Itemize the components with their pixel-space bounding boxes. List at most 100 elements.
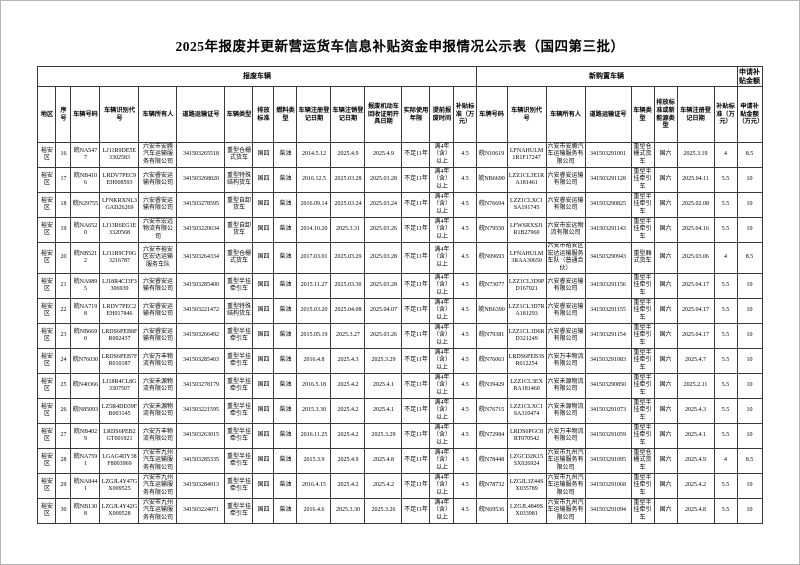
cell-new-owner: 六安市九州汽车运输服务有限公司 [545,448,586,474]
col-header-seq: 序号 [55,86,72,143]
cell-old-type: 重型特殊结构货车 [224,298,254,324]
cell-usage: 不足11年 [401,348,431,374]
cell-old-reg: 2015.3.30 [296,398,332,424]
cell-old-subsidy: 4.5 [453,398,477,424]
cell-apply-amount: 8.5 [736,142,763,168]
cell-new-emission: 国六 [653,473,678,499]
cell-new-cert: 341503291094 [584,498,632,524]
cell-old-vin: LZ5R4DD39FB003145 [99,398,140,424]
cell-old-type: 重型半挂牵引车 [224,448,254,474]
cell-new-emission: 国六 [653,242,678,274]
cell-new-emission: 国六 [653,498,678,524]
cell-old-emission: 国四 [252,217,275,243]
cell-new-type: 重型半挂牵引车 [630,167,655,193]
cell-old-fuel: 柴油 [273,192,298,218]
cell-seq: 30 [55,498,72,524]
cell-new-vin: LZZ1CL3EXRA181460 [506,373,547,399]
cell-new-emission: 国六 [653,448,678,474]
cell-old-dereg: 2025.4.2 [330,398,366,424]
cell-new-type: 重型仓栅式货车 [630,142,655,168]
cell-old-recycle: 2025.03.28 [364,273,403,299]
table-row: 裕安区 28 皖NA7591 LGAG4DY38F8003969 六安市九州汽车运输服务… [37,448,763,474]
cell-seq: 24 [55,348,72,374]
cell-old-owner: 六安市九州汽车运输服务有限公司 [138,448,178,474]
cell-new-reg: 2025.04.17 [676,273,715,299]
cell-old-plate: 皖NA6520 [70,217,101,243]
col-header-new-reg: 车辆注册登记日期 [676,86,715,143]
cell-old-cert: 341503284913 [176,473,226,499]
cell-old-type: 重型半挂牵引车 [224,273,254,299]
cell-old-fuel: 柴油 [273,398,298,424]
cell-old-plate: 皖NB6690 [70,323,101,349]
cell-usage: 不足11年 [401,167,431,193]
cell-old-subsidy: 4.5 [453,348,477,374]
col-header-old-plate: 车辆号码 [70,86,101,143]
cell-early: 满4年（含）以上 [429,217,455,243]
cell-old-reg: 2016.4.8 [296,348,332,374]
cell-old-vin: LRDS6PEB2GT001921 [99,423,140,449]
cell-early: 满4年（含）以上 [429,242,455,274]
cell-old-owner: 六安睿安运输有限公司 [138,323,178,349]
cell-new-plate: 皖N09693 [475,242,508,274]
cell-old-owner: 六安市宏远物流有限公司 [138,217,178,243]
cell-region: 裕安区 [37,323,57,349]
cell-new-subsidy: 5.5 [713,217,738,243]
cell-old-emission: 国四 [252,448,275,474]
cell-new-reg: 2025.4.7 [676,348,715,374]
cell-new-owner: 六安禾源物流有限公司 [545,398,586,424]
cell-old-owner: 六安睿安运输有限公司 [138,167,178,193]
cell-old-emission: 国四 [252,473,275,499]
col-header-old-fuel: 燃料类型 [273,86,298,143]
cell-new-plate: 皖N78732 [475,473,508,499]
cell-usage: 不足11年 [401,217,431,243]
cell-old-reg: 2016.5.18 [296,373,332,399]
cell-usage: 不足11年 [401,423,431,449]
cell-new-cert: 341503290943 [584,242,632,274]
cell-new-subsidy: 5.5 [713,167,738,193]
cell-new-plate: 皖N72984 [475,423,508,449]
band-scrapped-vehicle: 报废车辆 [37,66,477,87]
band-header-row: 报废车辆 新购置车辆 申请补贴金额 [37,66,763,87]
cell-new-owner: 六安睿安运输有限公司 [545,323,586,349]
table-row: 裕安区 27 皖NB4029 LRDS6PEB2GT001921 六安万丰物流有限公司 3… [37,423,763,449]
cell-new-plate: 皖N79550 [475,217,508,243]
cell-old-vin: LRDV7PEC2EH017846 [99,298,140,324]
cell-new-subsidy: 5.5 [713,323,738,349]
cell-old-emission: 国四 [252,398,275,424]
cell-new-cert: 341503291001 [584,142,632,168]
cell-seq: 26 [55,398,72,424]
cell-old-subsidy: 4.5 [453,167,477,193]
cell-old-vin: LJ18R4CJ3F3306939 [99,273,140,299]
cell-old-owner: 六安睿安运输有限公司 [138,273,178,299]
cell-new-owner: 六安万丰物流有限公司 [545,348,586,374]
cell-old-owner: 六安万丰物流有限公司 [138,348,178,374]
cell-old-recycle: 2025.4.8 [364,448,403,474]
cell-usage: 不足11年 [401,473,431,499]
cell-old-emission: 国四 [252,498,275,524]
subsidy-table: 报废车辆 新购置车辆 申请补贴金额 地区 序号 车辆号码 车辆识别代号 车辆所有… [37,66,763,524]
cell-old-cert: 341503221595 [176,398,226,424]
col-header-old-vin: 车辆识别代号 [99,86,140,143]
cell-old-emission: 国四 [252,242,275,274]
cell-old-fuel: 柴油 [273,473,298,499]
cell-new-cert: 341503290850 [584,373,632,399]
cell-new-owner: 六安市九州汽车运输服务有限公司 [545,498,586,524]
cell-apply-amount: 10 [736,192,763,218]
cell-new-cert: 341503291156 [584,273,632,299]
cell-new-cert: 341503291083 [584,348,632,374]
cell-seq: 29 [55,473,72,499]
cell-old-plate: 皖NB4106 [70,167,101,193]
cell-new-reg: 2025.04.11 [676,167,715,193]
col-header-apply-amount: 申请补贴金额（万元） [736,86,763,143]
cell-apply-amount: 10 [736,217,763,243]
col-header-new-vin: 车辆识别代号 [506,86,547,143]
cell-region: 裕安区 [37,498,57,524]
cell-region: 裕安区 [37,192,57,218]
cell-new-emission: 国六 [653,167,678,193]
cell-new-reg: 2025.04.17 [676,298,715,324]
cell-new-subsidy: 4 [713,242,738,274]
cell-new-cert: 341503291155 [584,298,632,324]
cell-old-emission: 国四 [252,323,275,349]
cell-old-vin: LJ18R4CL8G3307507 [99,373,140,399]
cell-old-fuel: 柴油 [273,448,298,474]
